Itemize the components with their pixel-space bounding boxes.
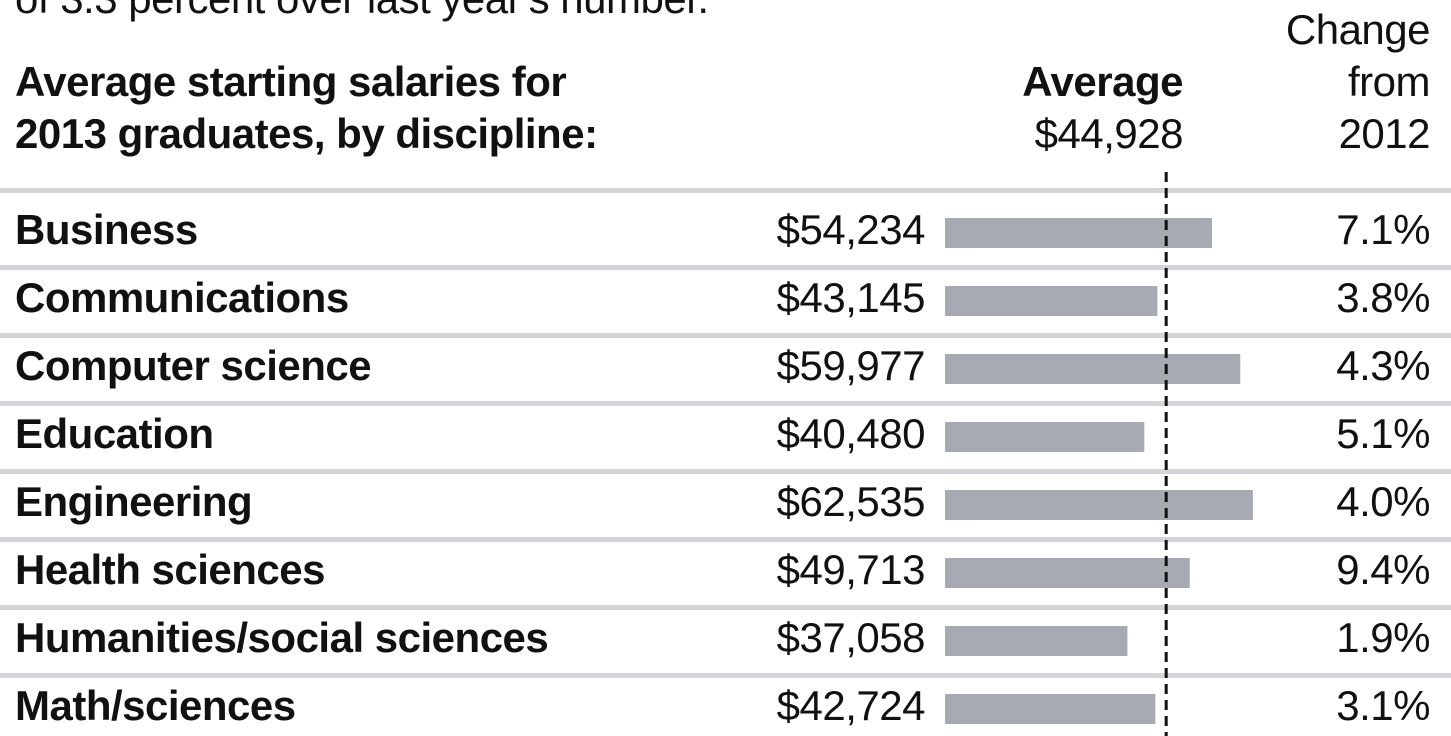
row-rule (0, 265, 1451, 270)
change-header: 2012 (1339, 110, 1430, 157)
value-label: $54,234 (777, 206, 925, 253)
bar (945, 422, 1145, 452)
bar (945, 490, 1253, 520)
value-label: $37,058 (777, 614, 925, 661)
value-label: $59,977 (777, 342, 925, 389)
change-label: 5.1% (1336, 410, 1430, 457)
row-rule (0, 401, 1451, 406)
value-label: $49,713 (777, 546, 925, 593)
category-label: Health sciences (15, 546, 325, 593)
change-label: 4.0% (1336, 478, 1430, 525)
category-label: Engineering (15, 478, 252, 525)
bar (945, 286, 1158, 316)
bar (945, 694, 1156, 724)
bar (945, 558, 1190, 588)
category-label: Computer science (15, 342, 371, 389)
value-label: $43,145 (777, 274, 925, 321)
subtitle: of 3.3 percent over last year's number. (15, 0, 709, 22)
change-label: 3.8% (1336, 274, 1430, 321)
bar (945, 218, 1212, 248)
category-label: Communications (15, 274, 349, 321)
bar (945, 626, 1128, 656)
change-header: from (1348, 58, 1430, 105)
row-rule (0, 605, 1451, 610)
row-rule (0, 537, 1451, 542)
chart-title: 2013 graduates, by discipline: (15, 110, 598, 157)
value-label: $42,724 (777, 682, 925, 729)
change-label: 3.1% (1336, 682, 1430, 729)
category-label: Business (15, 206, 198, 253)
row-rule (0, 673, 1451, 678)
value-label: $62,535 (777, 478, 925, 525)
category-label: Education (15, 410, 214, 457)
change-label: 4.3% (1336, 342, 1430, 389)
average-value: $44,928 (1035, 110, 1183, 157)
change-header: Change (1286, 6, 1430, 53)
change-label: 7.1% (1336, 206, 1430, 253)
average-header: Average (1022, 58, 1183, 105)
header-rule (0, 188, 1451, 193)
value-label: $40,480 (777, 410, 925, 457)
category-label: Humanities/social sciences (15, 614, 548, 661)
category-label: Math/sciences (15, 682, 296, 729)
change-label: 9.4% (1336, 546, 1430, 593)
chart-title: Average starting salaries for (15, 58, 566, 105)
bar (945, 354, 1241, 384)
change-label: 1.9% (1336, 614, 1430, 661)
row-rule (0, 469, 1451, 474)
row-rule (0, 333, 1451, 338)
